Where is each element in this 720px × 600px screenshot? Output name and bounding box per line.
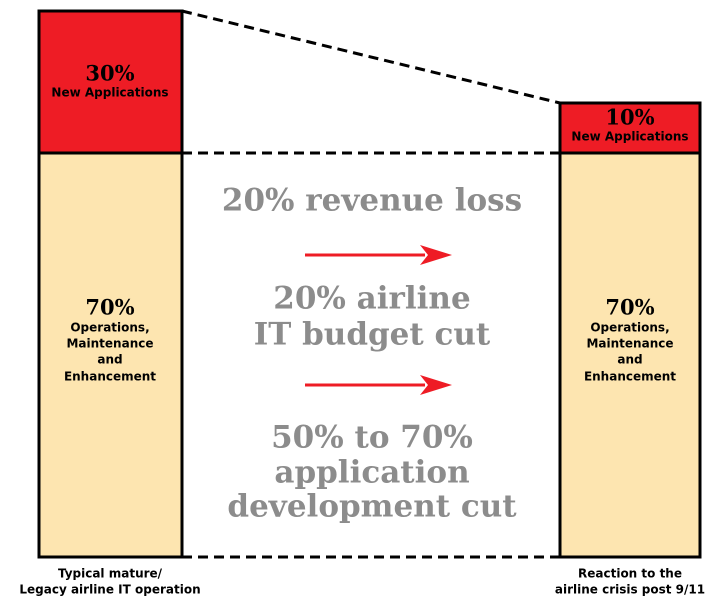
statement: 20% revenue loss [222,183,522,219]
percent: 30% [85,61,134,86]
caption: Reaction to the [578,567,682,581]
statement: IT budget cut [254,317,491,353]
percent: 70% [85,295,134,320]
segment-label: Operations, [70,321,149,335]
arrow [305,245,452,265]
percent: 10% [605,105,654,130]
caption: Typical mature/ [58,567,163,581]
segment-label: and [617,353,642,367]
left-bottom-segment [37,151,184,559]
left-top-segment [37,9,184,155]
segment-label: New Applications [51,86,168,100]
segment-label: Operations, [590,321,669,335]
caption: Legacy airline IT operation [19,583,200,597]
segment-label: New Applications [571,130,688,144]
statement: 20% airline [273,281,470,317]
percent: 70% [605,295,654,320]
segment-label: Maintenance [586,337,673,351]
segment-label: Enhancement [64,370,156,384]
segment-label: Maintenance [66,337,153,351]
dashed-connector [181,9,561,105]
caption: airline crisis post 9/11 [555,583,705,597]
statement: development cut [227,489,517,525]
segment-label: Enhancement [584,370,676,384]
right-bottom-segment [558,151,702,559]
statement: 50% to 70% [271,420,473,456]
statement: application [274,455,469,491]
segment-label: and [97,353,122,367]
arrow [305,375,452,395]
